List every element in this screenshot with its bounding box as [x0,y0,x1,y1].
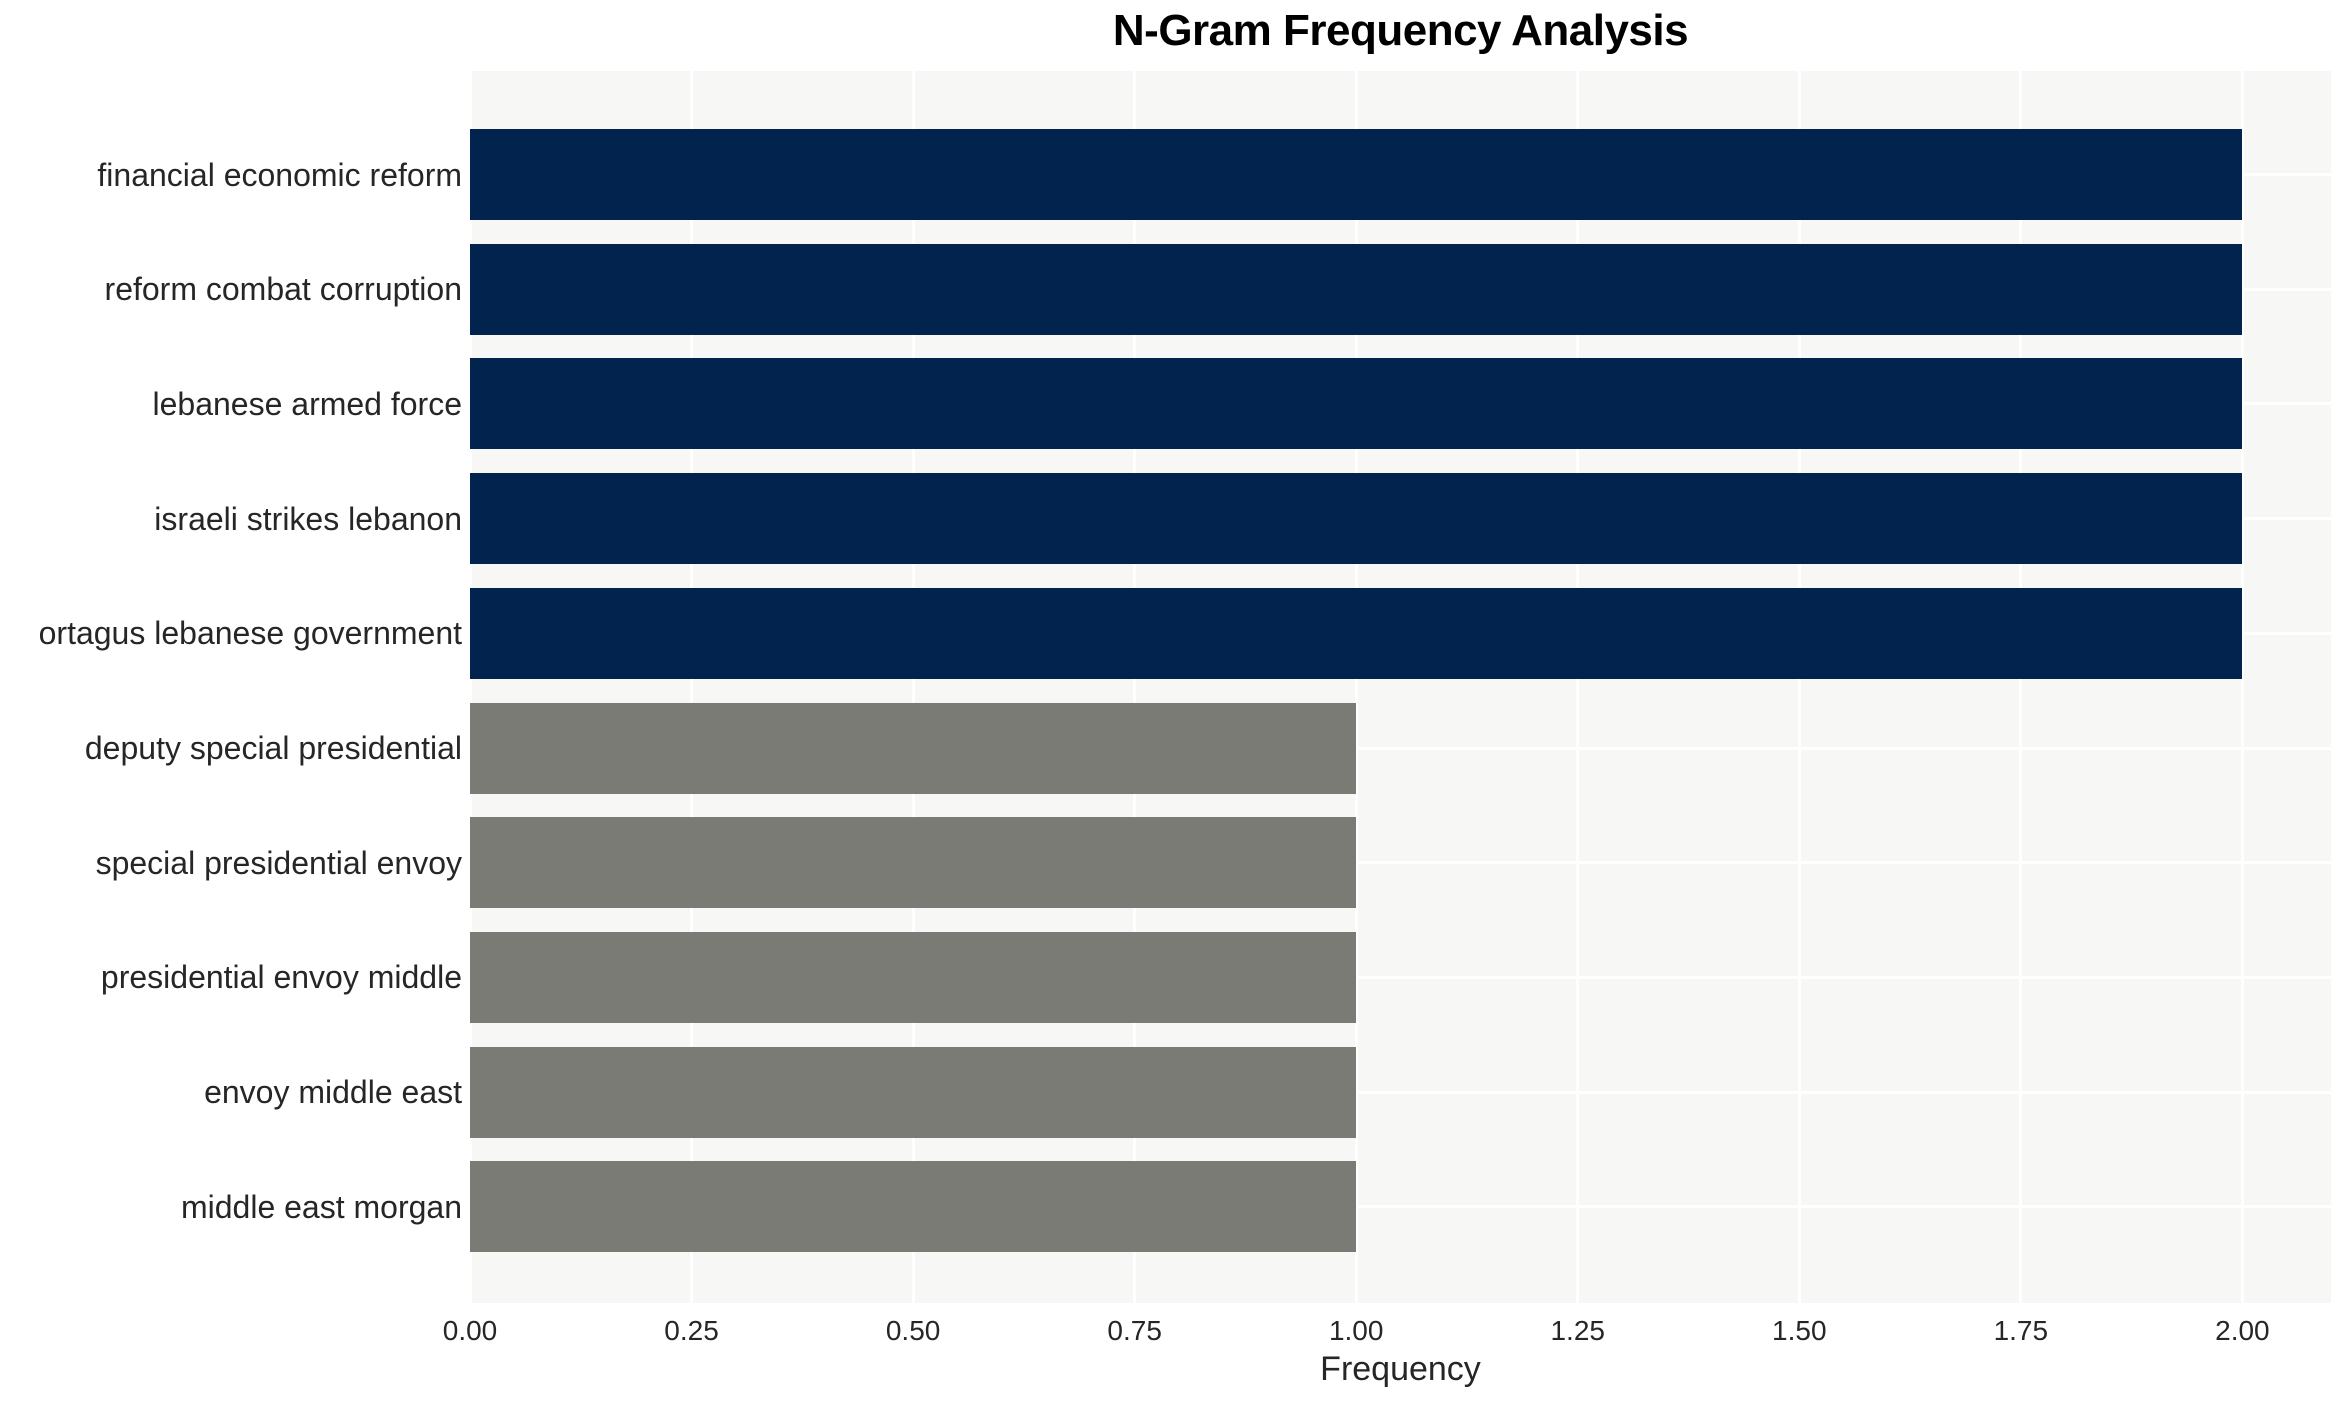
gridline-vertical [1354,71,1358,1303]
plot-area [468,71,2331,1303]
bar [470,1161,1357,1253]
x-tick-label: 0.50 [885,1315,941,1346]
x-tick-label: 0.00 [442,1315,498,1346]
y-tick-label: financial economic reform [97,156,462,193]
bar [470,702,1357,794]
gridline-horizontal [470,1205,2331,1209]
x-tick-label: 1.75 [1993,1315,2049,1346]
y-axis-labels: financial economic reform reform combat c… [0,71,462,1303]
bar [470,1046,1357,1138]
gridline-vertical [1797,71,1801,1303]
x-tick-label: 1.00 [1328,1315,1384,1346]
y-tick-label: reform combat corruption [104,271,462,308]
gridline-horizontal [470,861,2331,865]
x-tick-label: 1.25 [1550,1315,1605,1346]
gridline-vertical [1576,71,1580,1303]
y-tick-label: envoy middle east [204,1074,462,1111]
bar [470,243,2243,335]
gridline-vertical [468,71,472,1303]
x-tick-label: 0.75 [1107,1315,1162,1346]
bar [470,129,2243,220]
y-tick-label: israeli strikes lebanon [154,500,462,537]
bar [470,358,2243,450]
gridline-vertical [2240,71,2244,1303]
bar [470,931,1357,1023]
y-tick-label: middle east morgan [180,1188,462,1225]
x-tick-label: 1.50 [1772,1315,1827,1346]
gridline-vertical [690,71,694,1303]
y-tick-label: special presidential envoy [95,844,462,881]
bar [470,817,1357,909]
chart-title: N-Gram Frequency Analysis [1112,6,1689,55]
y-tick-label: presidential envoy middle [100,959,462,996]
gridline-vertical [1133,71,1137,1303]
gridline-vertical [911,71,915,1303]
y-tick-label: deputy special presidential [84,730,462,766]
bar [470,473,2243,565]
y-tick-label: ortagus lebanese government [38,615,462,652]
gridline-horizontal [470,1090,2331,1094]
x-axis-ticks: 0.00 0.25 0.50 0.75 1.00 1.25 1.50 1.75 2.00 [0,1315,2351,1351]
gridline-horizontal [470,746,2331,750]
x-axis-label: Frequency [1320,1350,1481,1388]
gridline-vertical [2019,71,2023,1303]
bar [470,587,2243,679]
y-tick-label: lebanese armed force [152,385,462,422]
x-tick-label: 0.25 [664,1315,719,1346]
gridline-horizontal [470,975,2331,979]
x-tick-label: 2.00 [2215,1315,2270,1346]
